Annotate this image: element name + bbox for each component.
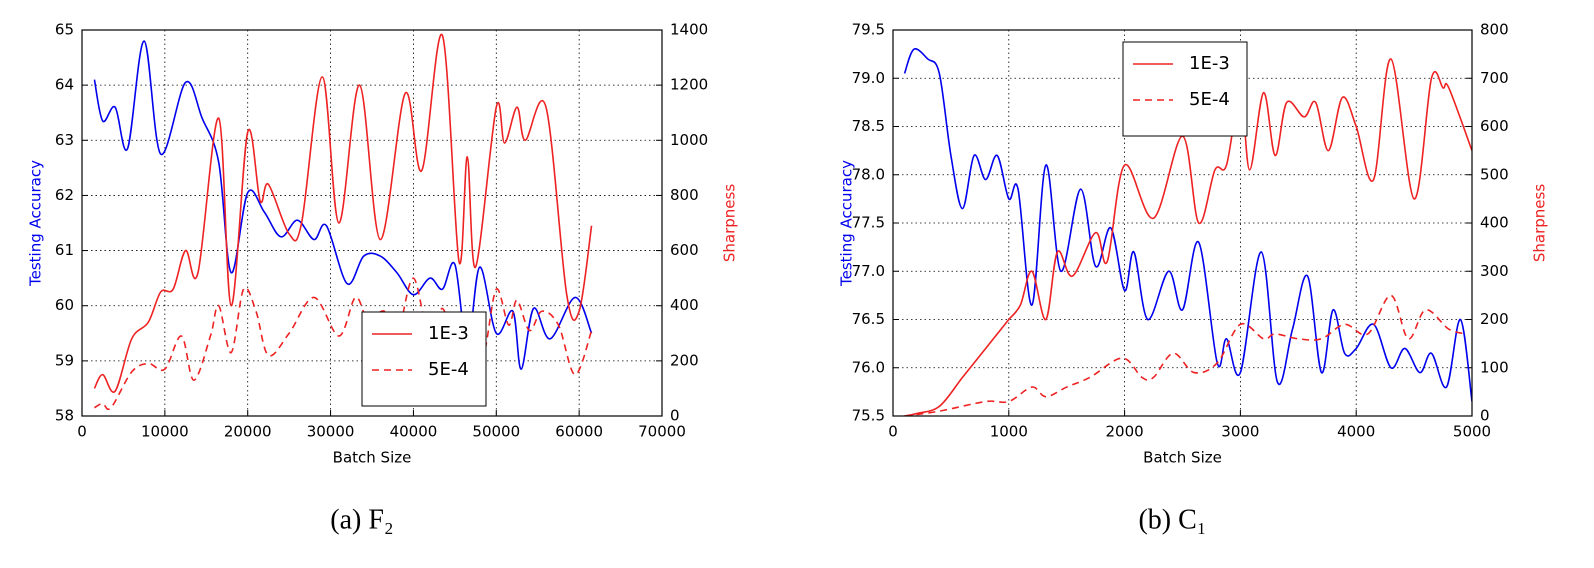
y2-tick-label: 300 — [1480, 262, 1509, 280]
y2-tick-label: 100 — [1480, 358, 1509, 376]
y-tick-label: 77.5 — [852, 214, 885, 232]
x-tick-label: 20000 — [224, 423, 272, 441]
y-tick-label: 63 — [55, 131, 74, 149]
y-tick-label: 62 — [55, 186, 74, 204]
y2-tick-label: 500 — [1480, 165, 1509, 183]
y-tick-label: 58 — [55, 407, 74, 425]
y-tick-label: 61 — [55, 241, 74, 259]
y-tick-label: 60 — [55, 296, 74, 314]
series-line — [93, 33, 593, 394]
legend-box — [361, 311, 487, 407]
y2-tick-label: 0 — [670, 407, 680, 425]
y-tick-label: 78.0 — [852, 165, 885, 183]
x-axis-label: Batch Size — [1143, 449, 1222, 467]
series-line — [903, 48, 1472, 402]
x-tick-label: 1000 — [990, 423, 1028, 441]
y2-tick-label: 1200 — [670, 76, 708, 94]
x-tick-label: 50000 — [472, 423, 520, 441]
y-tick-label: 75.5 — [852, 407, 885, 425]
series-line — [904, 58, 1472, 416]
y2-tick-label: 600 — [670, 241, 699, 259]
x-tick-label: 60000 — [555, 423, 603, 441]
y2-tick-label: 1400 — [670, 21, 708, 39]
x-tick-label: 10000 — [141, 423, 189, 441]
y-tick-label: 79.5 — [852, 21, 885, 39]
plot-frame — [81, 29, 663, 417]
x-tick-label: 70000 — [638, 423, 686, 441]
y-tick-label: 59 — [55, 351, 74, 369]
y-tick-label: 64 — [55, 76, 74, 94]
series-line — [93, 40, 593, 370]
caption: (a) F₂ — [330, 504, 393, 535]
x-tick-label: 4000 — [1337, 423, 1375, 441]
x-axis-label: Batch Size — [333, 449, 412, 467]
y2-tick-label: 1000 — [670, 131, 708, 149]
y2-tick-label: 600 — [1480, 117, 1509, 135]
y-axis-label: Testing Accuracy — [838, 160, 856, 287]
x-tick-label: 3000 — [1221, 423, 1259, 441]
y2-tick-label: 0 — [1480, 407, 1490, 425]
y2-tick-label: 800 — [670, 186, 699, 204]
caption: (b) C₁ — [1138, 504, 1206, 535]
series-line — [904, 294, 1467, 416]
y-axis-label: Testing Accuracy — [27, 160, 45, 287]
y2-axis-label: Sharpness — [1531, 184, 1549, 262]
x-tick-label: 40000 — [390, 423, 438, 441]
x-tick-label: 30000 — [307, 423, 355, 441]
legend-box — [1122, 41, 1248, 137]
x-tick-label: 5000 — [1453, 423, 1491, 441]
y2-tick-label: 200 — [670, 351, 699, 369]
legend-label: 1E-3 — [1189, 53, 1230, 74]
y2-tick-label: 700 — [1480, 69, 1509, 87]
x-tick-label: 2000 — [1106, 423, 1144, 441]
legend-label: 5E-4 — [1189, 89, 1230, 110]
plot-frame — [892, 29, 1473, 417]
x-tick-label: 0 — [888, 423, 898, 441]
y-tick-label: 79.0 — [852, 69, 885, 87]
y2-tick-label: 400 — [670, 296, 699, 314]
legend-label: 5E-4 — [428, 359, 469, 380]
y2-tick-label: 800 — [1480, 21, 1509, 39]
y-tick-label: 76.0 — [852, 358, 885, 376]
y-tick-label: 65 — [55, 21, 74, 39]
legend-label: 1E-3 — [428, 323, 469, 344]
y-tick-label: 77.0 — [852, 262, 885, 280]
x-tick-label: 0 — [77, 423, 87, 441]
series-line — [94, 277, 593, 411]
y-tick-label: 78.5 — [852, 117, 885, 135]
y2-tick-label: 400 — [1480, 214, 1509, 232]
y-tick-label: 76.5 — [852, 310, 885, 328]
y2-tick-label: 200 — [1480, 310, 1509, 328]
y2-axis-label: Sharpness — [721, 184, 739, 262]
